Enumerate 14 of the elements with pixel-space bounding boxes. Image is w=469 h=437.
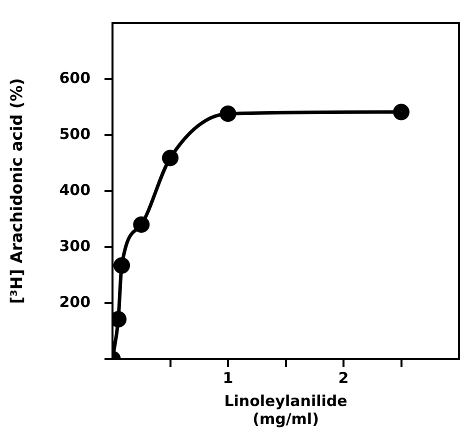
- point: [114, 257, 130, 274]
- x-axis-title: Linoleylanilide (mg/ml): [224, 392, 348, 428]
- y-tick-label: 200: [59, 292, 91, 311]
- point: [162, 150, 179, 166]
- point: [393, 104, 410, 120]
- y-axis-title: [³H] Arachidonic acid (%): [6, 78, 26, 304]
- y-tick-label: 300: [59, 236, 91, 255]
- y-tick-label: 600: [59, 68, 91, 87]
- x-tick-label: 1: [222, 368, 234, 387]
- y-tick-label: 400: [59, 180, 91, 199]
- x-tick-label: 2: [338, 368, 349, 387]
- point: [220, 105, 236, 122]
- y-tick-label: 500: [59, 124, 91, 143]
- point: [133, 216, 150, 233]
